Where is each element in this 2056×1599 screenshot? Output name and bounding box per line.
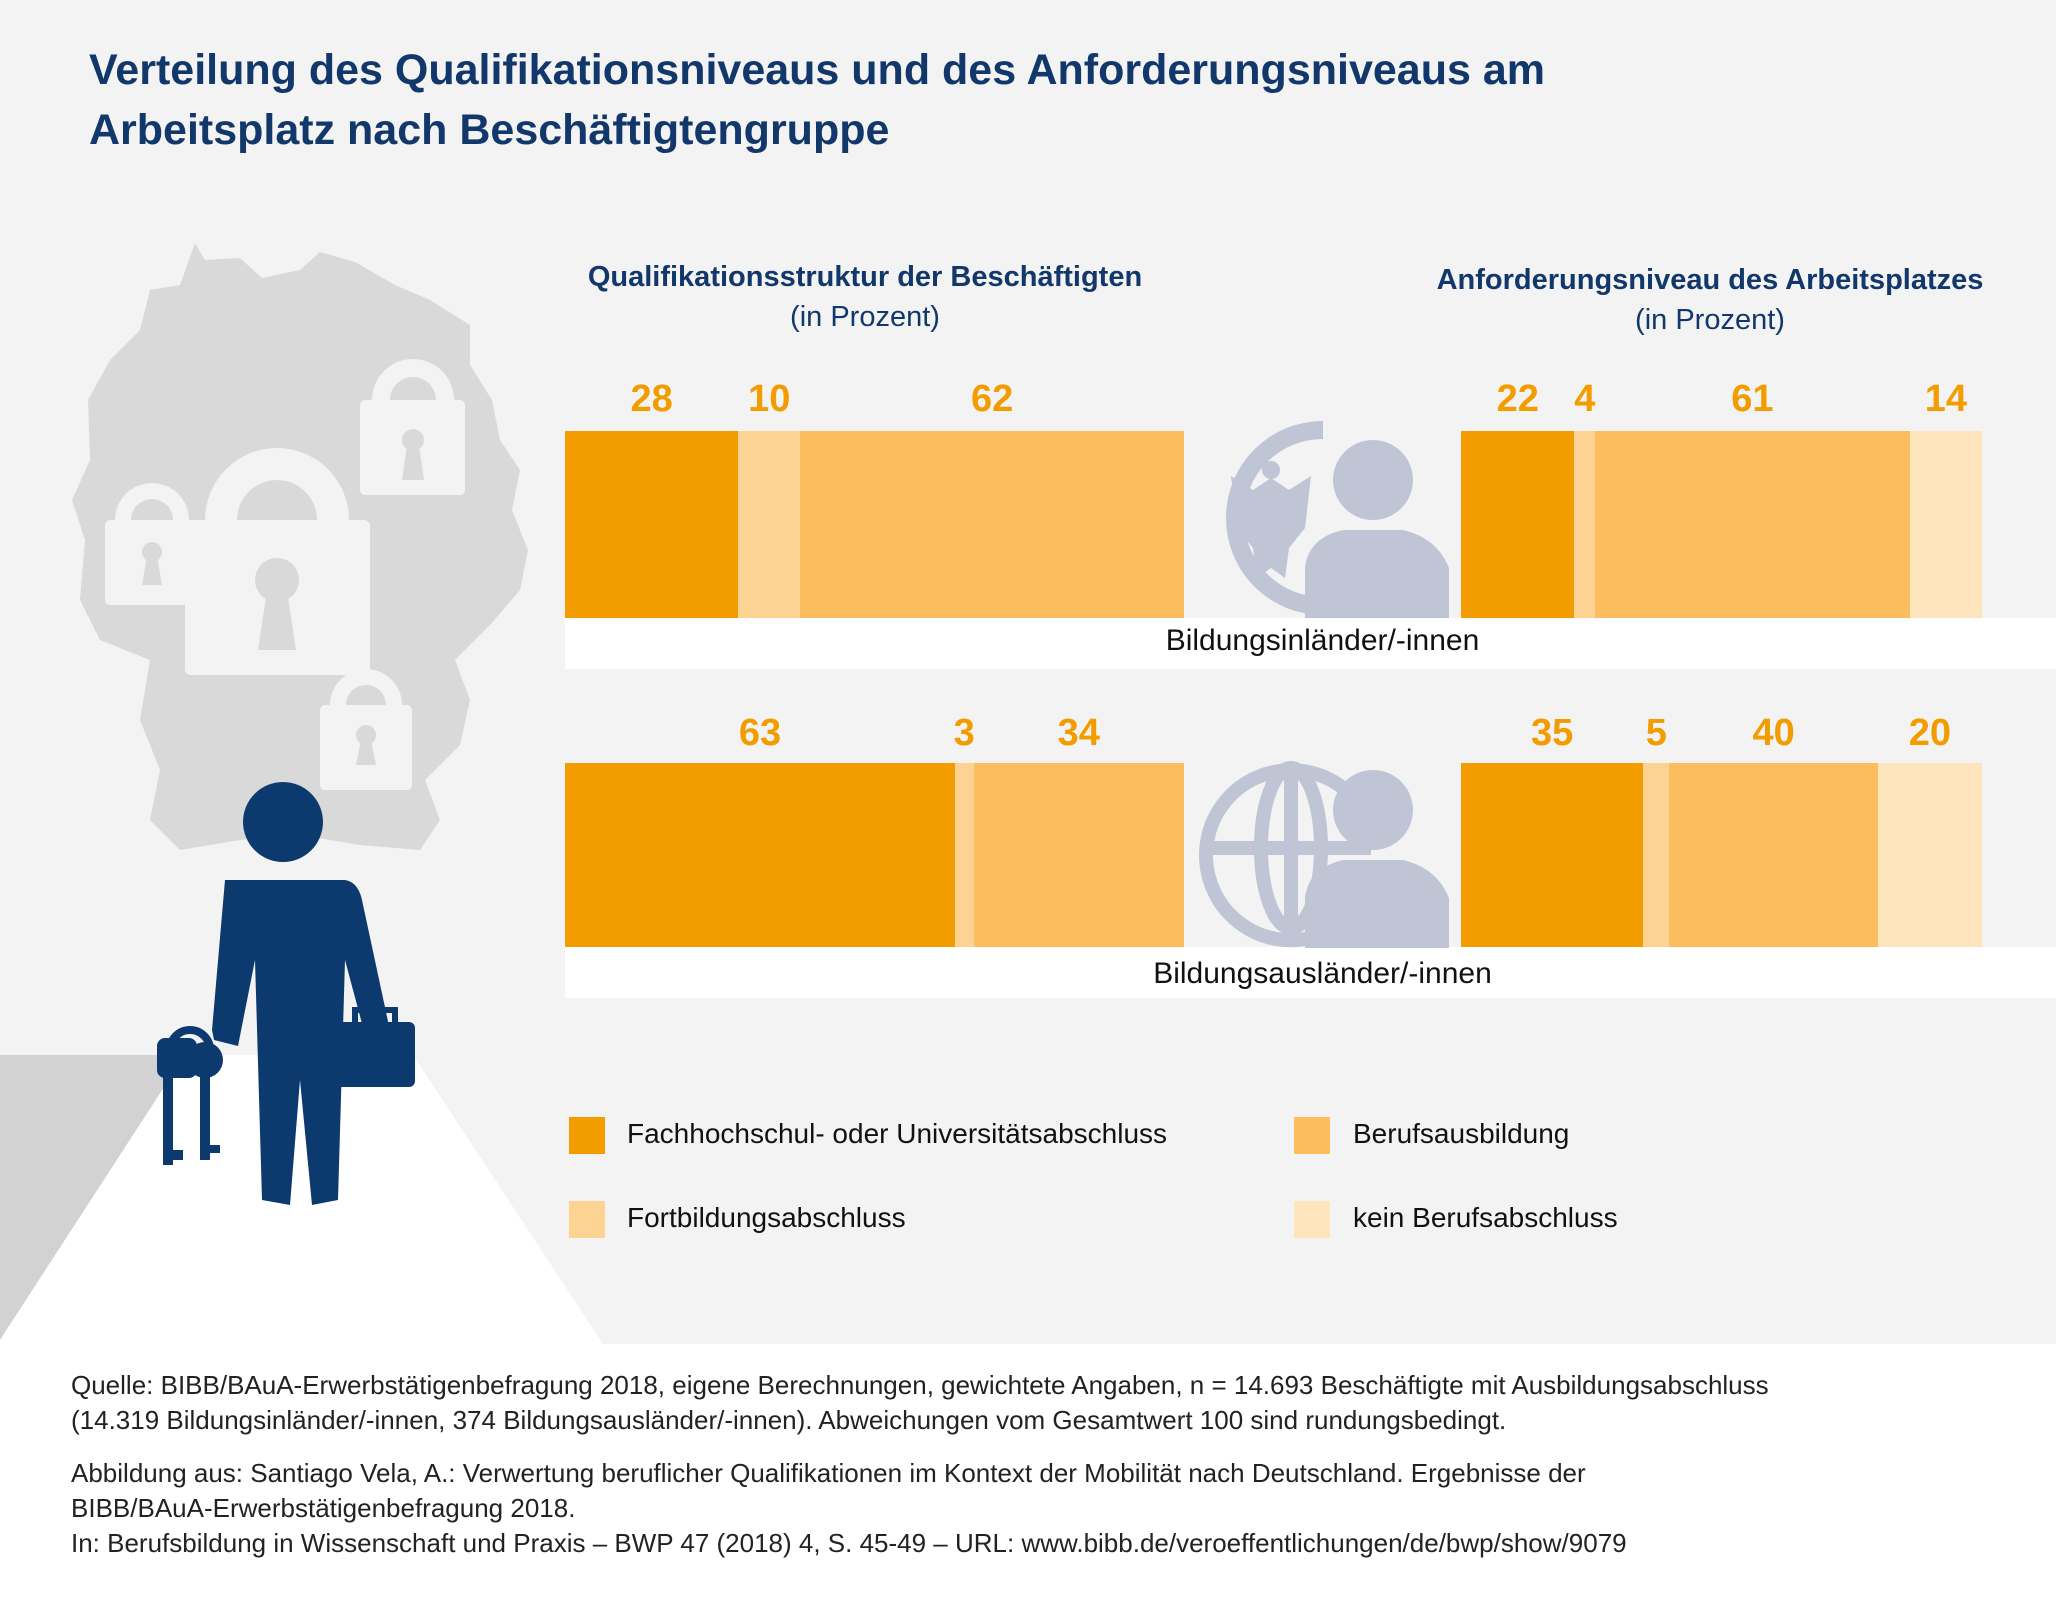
bar-segment bbox=[973, 763, 1185, 947]
spotlight-cone bbox=[0, 1055, 603, 1344]
citation-note: Abbildung aus: Santiago Vela, A.: Verwer… bbox=[71, 1456, 2031, 1561]
bar-segment bbox=[1877, 763, 1983, 947]
category-band bbox=[565, 947, 2056, 998]
category-label: Bildungsinländer/-innen bbox=[1165, 624, 1480, 657]
footer-line: Abbildung aus: Santiago Vela, A.: Verwer… bbox=[71, 1458, 1586, 1488]
source-note: Quelle: BIBB/BAuA-Erwerbstätigenbefragun… bbox=[71, 1368, 2031, 1438]
data-label: 14 bbox=[1924, 378, 1968, 420]
data-label: 62 bbox=[970, 378, 1014, 420]
category-label: Bildungsausländer/-innen bbox=[1153, 957, 1492, 990]
person-with-keys-and-bag bbox=[157, 782, 415, 1205]
data-label: 34 bbox=[1057, 712, 1100, 754]
data-label: 28 bbox=[630, 378, 673, 420]
legend-label: Fachhochschul- oder Universitätsabschlus… bbox=[627, 1118, 1168, 1149]
footer-line: (14.319 Bildungsinländer/-innen, 374 Bil… bbox=[71, 1405, 1507, 1435]
legend-swatch-kein-abschluss bbox=[1294, 1201, 1330, 1238]
panel-subtitle: (in Prozent) bbox=[1635, 304, 1785, 336]
bar-segment bbox=[1669, 763, 1879, 947]
legend-label: kein Berufsabschluss bbox=[1353, 1202, 1618, 1233]
illustration bbox=[0, 243, 603, 1344]
legend-swatch-berufsausbildung bbox=[1294, 1117, 1330, 1154]
bar-segment bbox=[1595, 431, 1911, 618]
panel-heading-qualifikation: Qualifikationsstruktur der Beschäftigten… bbox=[515, 257, 1215, 337]
data-label: 22 bbox=[1496, 378, 1539, 420]
panel-heading-anforderung: Anforderungsniveau des Arbeitsplatzes (i… bbox=[1360, 260, 2056, 340]
data-label: 4 bbox=[1574, 378, 1596, 420]
eagle-person-icon bbox=[1226, 421, 1449, 618]
panel-subtitle: (in Prozent) bbox=[790, 301, 940, 333]
data-label: 20 bbox=[1908, 712, 1952, 754]
lock-icon bbox=[185, 448, 370, 675]
data-label: 63 bbox=[738, 712, 782, 754]
bar-segment bbox=[565, 431, 739, 618]
lock-icon bbox=[320, 669, 412, 790]
globe-person-icon bbox=[1199, 761, 1449, 948]
panel-title: Qualifikationsstruktur der Beschäftigten bbox=[587, 261, 1143, 293]
bar-segment bbox=[1574, 431, 1596, 618]
bar-segment bbox=[565, 763, 956, 947]
footer-line: Quelle: BIBB/BAuA-Erwerbstätigenbefragun… bbox=[71, 1370, 1769, 1400]
footer-line: In: Berufsbildung in Wissenschaft und Pr… bbox=[71, 1528, 1627, 1558]
data-label: 35 bbox=[1531, 712, 1574, 754]
panel-title: Anforderungsniveau des Arbeitsplatzes bbox=[1436, 264, 1984, 296]
category-band bbox=[565, 618, 2056, 669]
data-label: 5 bbox=[1645, 712, 1667, 754]
legend-swatch-hochschule bbox=[569, 1117, 605, 1154]
data-label: 61 bbox=[1731, 378, 1774, 420]
data-label: 10 bbox=[748, 378, 791, 420]
bar-segment bbox=[1461, 431, 1575, 618]
bar-segment bbox=[1461, 763, 1644, 947]
data-label: 40 bbox=[1752, 712, 1795, 754]
bar-segment bbox=[1909, 431, 1983, 618]
lock-icon bbox=[105, 483, 200, 605]
bar-segment bbox=[800, 431, 1185, 618]
title-line-1: Verteilung des Qualifikationsniveaus und… bbox=[89, 46, 1545, 94]
legend-label: Berufsausbildung bbox=[1353, 1118, 1570, 1149]
legend-swatch-fortbildung bbox=[569, 1201, 605, 1238]
title-line-2: Arbeitsplatz nach Beschäftigtengruppe bbox=[89, 106, 890, 154]
lock-icon bbox=[360, 359, 465, 495]
bar-segment bbox=[954, 763, 975, 947]
legend-label: Fortbildungsabschluss bbox=[627, 1202, 906, 1233]
data-label: 3 bbox=[953, 712, 975, 754]
footer-line: BIBB/BAuA-Erwerbstätigenbefragung 2018. bbox=[71, 1493, 576, 1523]
bar-segment bbox=[1643, 763, 1670, 947]
bar-segment bbox=[738, 431, 801, 618]
chart-title: Verteilung des Qualifikationsniveaus und… bbox=[89, 40, 1545, 160]
